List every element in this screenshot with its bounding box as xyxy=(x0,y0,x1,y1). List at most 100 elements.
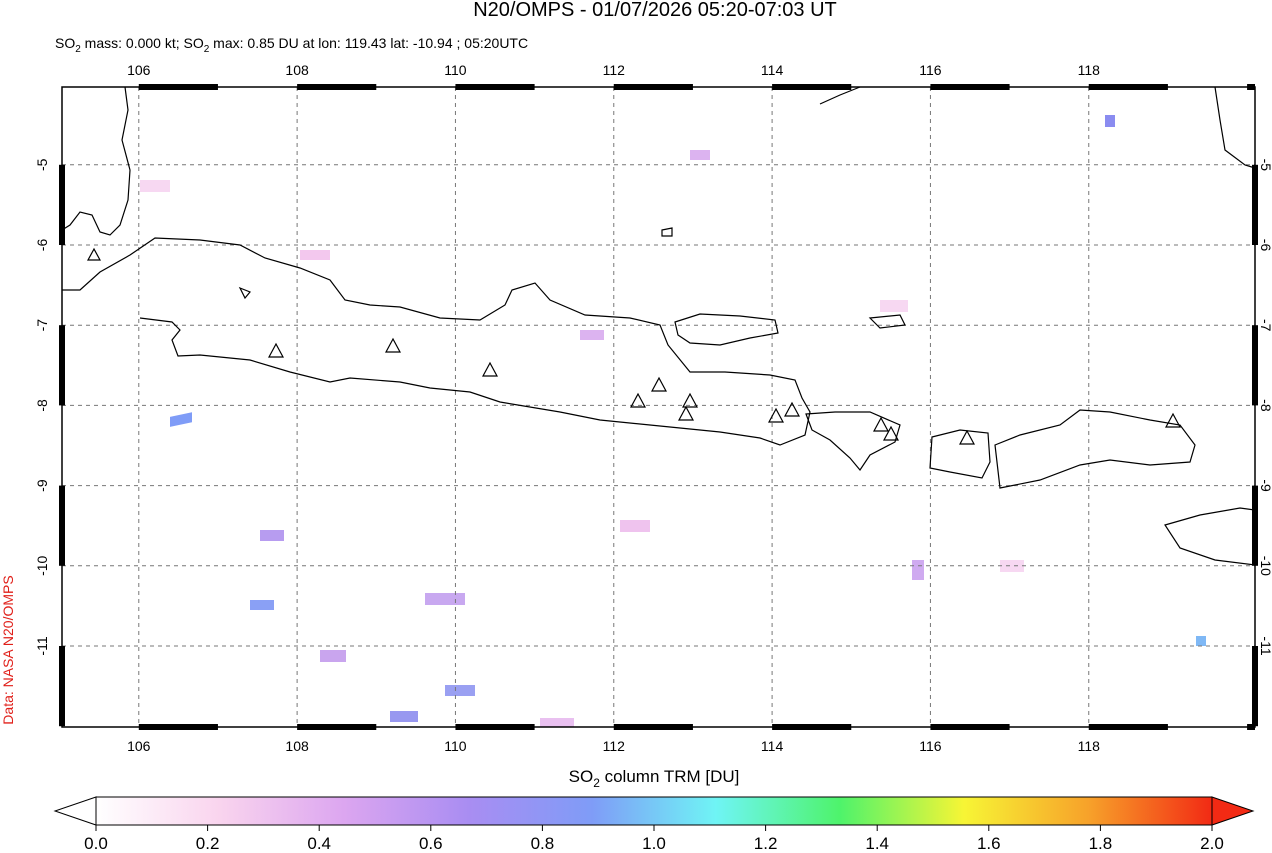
y-tick-label: -5 xyxy=(34,158,50,171)
subtitle-part: SO xyxy=(55,35,75,51)
colorbar-tick-label: 0.8 xyxy=(531,834,555,853)
coastline xyxy=(238,227,906,329)
colorbar-body xyxy=(95,796,1213,826)
x-tick-label: 118 xyxy=(1078,62,1101,78)
colorbar-tick-label: 0.6 xyxy=(419,834,443,853)
pixel xyxy=(320,650,346,662)
coastline xyxy=(1214,86,1256,169)
frame-bar xyxy=(59,485,65,566)
title: N20/OMPS - 01/07/2026 05:20-07:03 UT xyxy=(473,0,837,21)
y-tick-label: -6 xyxy=(34,239,50,252)
y-tick-label: -10 xyxy=(34,555,50,575)
x-tick-label: 110 xyxy=(444,738,467,754)
colorbar-tick-label: 1.0 xyxy=(642,834,666,853)
colorbar-tick-label: 1.6 xyxy=(977,834,1001,853)
frame-bar xyxy=(930,724,1010,730)
coastline xyxy=(994,409,1196,489)
colorbar-tick-label: 0.4 xyxy=(307,834,331,853)
y-tick-label: -11 xyxy=(34,636,50,655)
colorbar-tick-label: 1.4 xyxy=(865,834,889,853)
pixel xyxy=(620,520,650,532)
frame-bar xyxy=(772,724,852,730)
y-tick-label: -9 xyxy=(34,479,50,492)
colorbar-over xyxy=(1211,796,1255,826)
frame-bar xyxy=(772,84,852,90)
frame-bar xyxy=(1252,164,1258,245)
x-tick-label: 112 xyxy=(603,738,626,754)
pixel xyxy=(690,150,710,160)
frame-bar xyxy=(613,84,693,90)
frame-bar xyxy=(1088,84,1168,90)
pixel xyxy=(390,711,418,722)
colorbar-under xyxy=(53,796,97,826)
subtitle-sub: 2 xyxy=(75,44,81,55)
subtitle-sub: 2 xyxy=(204,44,210,55)
frame-bar xyxy=(1252,645,1258,727)
frame-bar xyxy=(455,84,535,90)
label-part: SO xyxy=(569,767,594,786)
y-tick-label: -7 xyxy=(34,319,50,332)
pixel xyxy=(540,718,574,727)
x-tick-label: 114 xyxy=(761,62,784,78)
coastlines xyxy=(61,86,1256,566)
pixel xyxy=(170,412,192,427)
pixel xyxy=(140,180,170,192)
coastline xyxy=(929,429,991,479)
colorbar-tick-label: 0.2 xyxy=(196,834,220,853)
coastline xyxy=(61,86,131,236)
x-tick-label: 118 xyxy=(1078,738,1101,754)
y-tick-label: -6 xyxy=(1258,239,1272,252)
frame-bar xyxy=(59,325,65,406)
frame-bar xyxy=(1247,84,1255,90)
y-tick-label: -10 xyxy=(1258,556,1272,576)
y-tick-label: -8 xyxy=(34,399,50,412)
colorbar-tick-label: 2.0 xyxy=(1200,834,1224,853)
pixel xyxy=(880,300,908,312)
coastline xyxy=(805,411,901,472)
frame-bar xyxy=(1088,724,1168,730)
colorbar-tick-label: 1.8 xyxy=(1089,834,1113,853)
x-tick-label: 116 xyxy=(919,738,942,754)
x-tick-label: 112 xyxy=(603,62,626,78)
pixel xyxy=(300,250,330,260)
x-tick-label: 110 xyxy=(444,62,467,78)
frame-bar xyxy=(297,84,377,90)
subtitle-part: mass: 0.000 kt; SO xyxy=(81,35,204,51)
y-tick-label: -7 xyxy=(1258,319,1272,332)
coastline xyxy=(674,313,779,346)
volcanoes xyxy=(86,247,1182,445)
frame-bar xyxy=(59,164,65,245)
frame-bar xyxy=(930,84,1010,90)
pixel xyxy=(1000,560,1024,572)
x-tick-label: 108 xyxy=(285,62,309,78)
frame-bar xyxy=(297,724,377,730)
frame-bar xyxy=(1252,485,1258,566)
label-part: column TRM [DU] xyxy=(600,767,740,786)
map xyxy=(59,84,1258,730)
frame-bar xyxy=(613,724,693,730)
pixel xyxy=(1196,636,1206,646)
frame-bar xyxy=(1252,325,1258,406)
credit: Data: NASA N20/OMPS xyxy=(0,575,16,724)
coastline xyxy=(819,86,861,105)
x-tick-label: 108 xyxy=(285,738,309,754)
label-sub: 2 xyxy=(593,776,600,790)
frame-bar xyxy=(138,84,218,90)
so2-pixels xyxy=(140,115,1206,727)
y-tick-label: -5 xyxy=(1258,159,1272,172)
frame-bar xyxy=(1247,724,1255,730)
frame-bars xyxy=(59,84,1258,730)
frame-bar xyxy=(59,645,65,727)
x-tick-label: 106 xyxy=(127,738,151,754)
colorbar-tick-label: 1.2 xyxy=(754,834,778,853)
pixel xyxy=(445,685,475,696)
volcano xyxy=(86,247,1182,445)
map-background xyxy=(62,87,1255,727)
pixel xyxy=(250,600,274,610)
coastline xyxy=(62,237,811,446)
y-tick-label: -8 xyxy=(1258,399,1272,412)
y-tick-label: -9 xyxy=(1258,479,1272,492)
pixel xyxy=(1105,115,1115,127)
subtitle: SO2 mass: 0.000 kt; SO2 max: 0.85 DU at … xyxy=(55,35,528,55)
